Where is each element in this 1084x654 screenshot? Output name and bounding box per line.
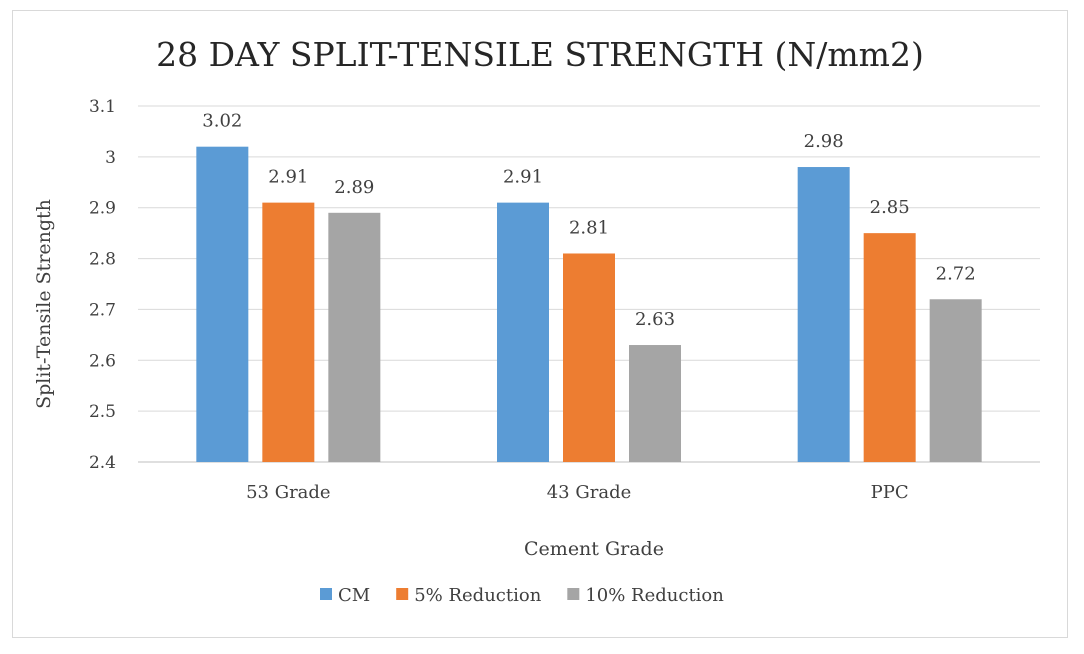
y-axis-title: Split-Tensile Strength bbox=[33, 199, 55, 409]
bar bbox=[563, 253, 615, 462]
legend-label: 5% Reduction bbox=[414, 585, 542, 606]
data-label: 2.98 bbox=[804, 131, 844, 152]
y-tick-label: 2.7 bbox=[89, 300, 116, 320]
data-label: 2.91 bbox=[503, 167, 543, 188]
y-tick-label: 3.1 bbox=[89, 97, 116, 117]
bar bbox=[863, 233, 916, 462]
x-category-label: 53 Grade bbox=[246, 482, 331, 503]
bars bbox=[196, 146, 982, 462]
legend-swatch bbox=[320, 588, 332, 600]
x-axis-title: Cement Grade bbox=[524, 538, 664, 560]
x-axis-categories: 53 Grade 43 Grade PPC bbox=[246, 482, 909, 503]
legend-label: CM bbox=[338, 585, 370, 606]
y-tick-label: 3 bbox=[105, 148, 116, 168]
legend: CM 5% Reduction 10% Reduction bbox=[320, 585, 724, 606]
data-labels: 3.02 2.91 2.89 2.91 2.81 2.63 2.98 2.85 2.72 bbox=[202, 111, 975, 330]
data-label: 2.89 bbox=[334, 177, 374, 198]
bar bbox=[629, 345, 681, 462]
bar bbox=[929, 299, 982, 462]
y-tick-label: 2.5 bbox=[89, 402, 116, 422]
legend-label: 10% Reduction bbox=[585, 585, 724, 606]
bar bbox=[797, 167, 850, 462]
data-label: 2.81 bbox=[569, 217, 609, 238]
y-axis-ticks: 2.4 2.5 2.6 2.7 2.8 2.9 3 3.1 bbox=[89, 97, 116, 473]
x-category-label: 43 Grade bbox=[547, 482, 632, 503]
y-tick-label: 2.6 bbox=[89, 351, 116, 371]
x-category-label: PPC bbox=[871, 482, 909, 503]
bar bbox=[196, 146, 249, 462]
chart-title: 28 DAY SPLIT-TENSILE STRENGTH (N/mm2) bbox=[156, 35, 924, 74]
y-tick-label: 2.9 bbox=[89, 199, 116, 219]
y-tick-label: 2.8 bbox=[89, 250, 116, 270]
data-label: 2.63 bbox=[635, 309, 675, 330]
data-label: 3.02 bbox=[202, 111, 242, 132]
legend-swatch bbox=[567, 588, 580, 600]
data-label: 2.91 bbox=[268, 167, 308, 188]
legend-swatch bbox=[396, 588, 409, 600]
bar bbox=[262, 202, 315, 462]
bar bbox=[328, 212, 381, 462]
data-label: 2.72 bbox=[936, 263, 976, 284]
y-tick-label: 2.4 bbox=[89, 453, 116, 473]
bar bbox=[497, 202, 549, 462]
data-label: 2.85 bbox=[870, 197, 910, 218]
